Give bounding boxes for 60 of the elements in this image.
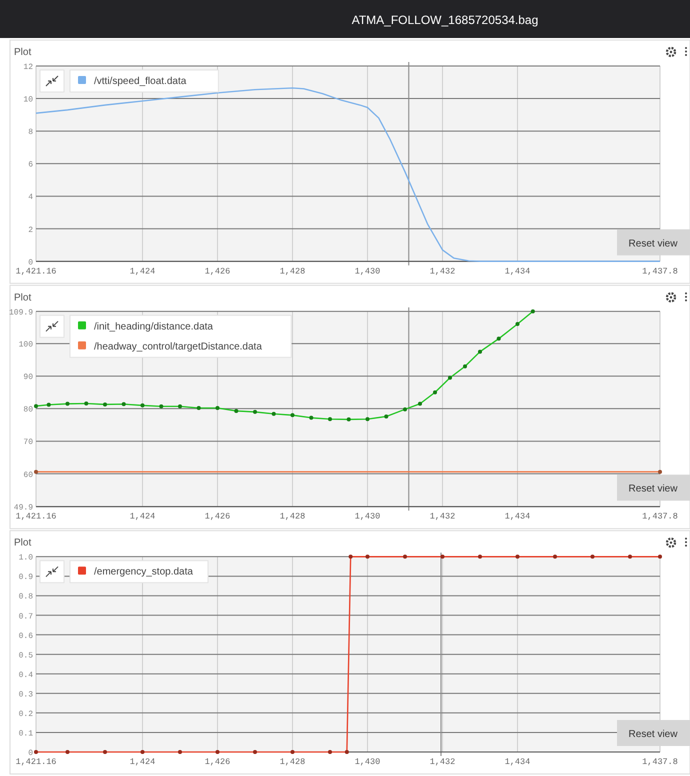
y-tick-label: 2	[28, 226, 34, 235]
legend-label: /vtti/speed_float.data	[94, 76, 187, 87]
y-tick-label: 109.9	[8, 308, 34, 318]
y-tick-label: 0.3	[18, 690, 34, 700]
chart-title: Plot	[14, 538, 32, 549]
y-tick-label: 0.2	[18, 710, 34, 719]
y-tick-label: 0.1	[18, 729, 34, 738]
x-tick-label: 1,428	[280, 757, 306, 767]
x-tick-label: 1,421.16	[16, 757, 56, 767]
x-tick-label: 1,430	[354, 757, 380, 767]
x-tick-label: 1,424	[130, 266, 156, 276]
legend-label: /emergency_stop.data	[94, 566, 194, 578]
x-tick-label: 1,424	[130, 512, 156, 522]
x-tick-label: 1,430	[354, 512, 380, 522]
x-tick-label: 1,426	[204, 512, 230, 522]
legend-label: /headway_control/targetDistance.data	[94, 341, 262, 352]
x-tick-label: 1,434	[504, 266, 530, 276]
chart-title: Plot	[14, 47, 32, 58]
y-tick-label: 6	[28, 160, 34, 170]
x-tick-label: 1,426	[204, 757, 230, 767]
y-tick-label: 0.8	[18, 592, 34, 602]
y-tick-label: 0.9	[18, 573, 34, 582]
y-tick-label: 70	[23, 438, 34, 448]
x-tick-label: 1,432	[430, 512, 456, 522]
y-tick-label: 10	[23, 96, 34, 105]
annotation: Reset view	[628, 238, 678, 250]
text: ATMA_FOLLOW_1685720534.bag	[352, 13, 538, 27]
y-tick-label: 0	[28, 749, 34, 758]
x-tick-label: 1,428	[280, 512, 306, 522]
y-tick-label: 90	[23, 373, 34, 382]
y-tick-label: 12	[23, 63, 34, 72]
chart-title: Plot	[14, 292, 32, 304]
x-tick-label: 1,434	[504, 512, 530, 522]
x-tick-label: 1,432	[430, 266, 456, 276]
annotation: Reset view	[628, 484, 678, 495]
y-tick-label: 49.9	[14, 504, 34, 513]
x-tick-label: 1,437.8	[642, 266, 678, 276]
x-tick-label: 1,430	[354, 266, 380, 276]
x-tick-label: 1,426	[204, 266, 230, 276]
y-tick-label: 4	[28, 193, 34, 202]
y-tick-label: 80	[23, 406, 34, 415]
annotation: Reset view	[628, 729, 678, 740]
y-tick-label: 1.0	[18, 554, 34, 563]
x-tick-label: 1,428	[280, 266, 306, 276]
y-tick-label: 0	[28, 258, 34, 268]
x-tick-label: 1,437.8	[642, 512, 678, 522]
x-tick-label: 1,432	[430, 757, 456, 767]
y-tick-label: 0.7	[18, 612, 34, 622]
x-tick-label: 1,434	[504, 757, 530, 767]
y-tick-label: 8	[28, 128, 34, 138]
y-tick-label: 60	[23, 470, 34, 480]
y-tick-label: 0.5	[18, 651, 34, 660]
y-tick-label: 0.4	[18, 670, 34, 680]
x-tick-label: 1,421.16	[16, 266, 56, 276]
x-tick-label: 1,421.16	[16, 512, 56, 522]
x-tick-label: 1,424	[130, 757, 156, 767]
x-tick-label: 1,437.8	[642, 757, 678, 767]
legend-label: /init_heading/distance.data	[94, 321, 214, 332]
y-tick-label: 0.6	[18, 632, 34, 641]
y-tick-label: 100	[18, 340, 34, 350]
